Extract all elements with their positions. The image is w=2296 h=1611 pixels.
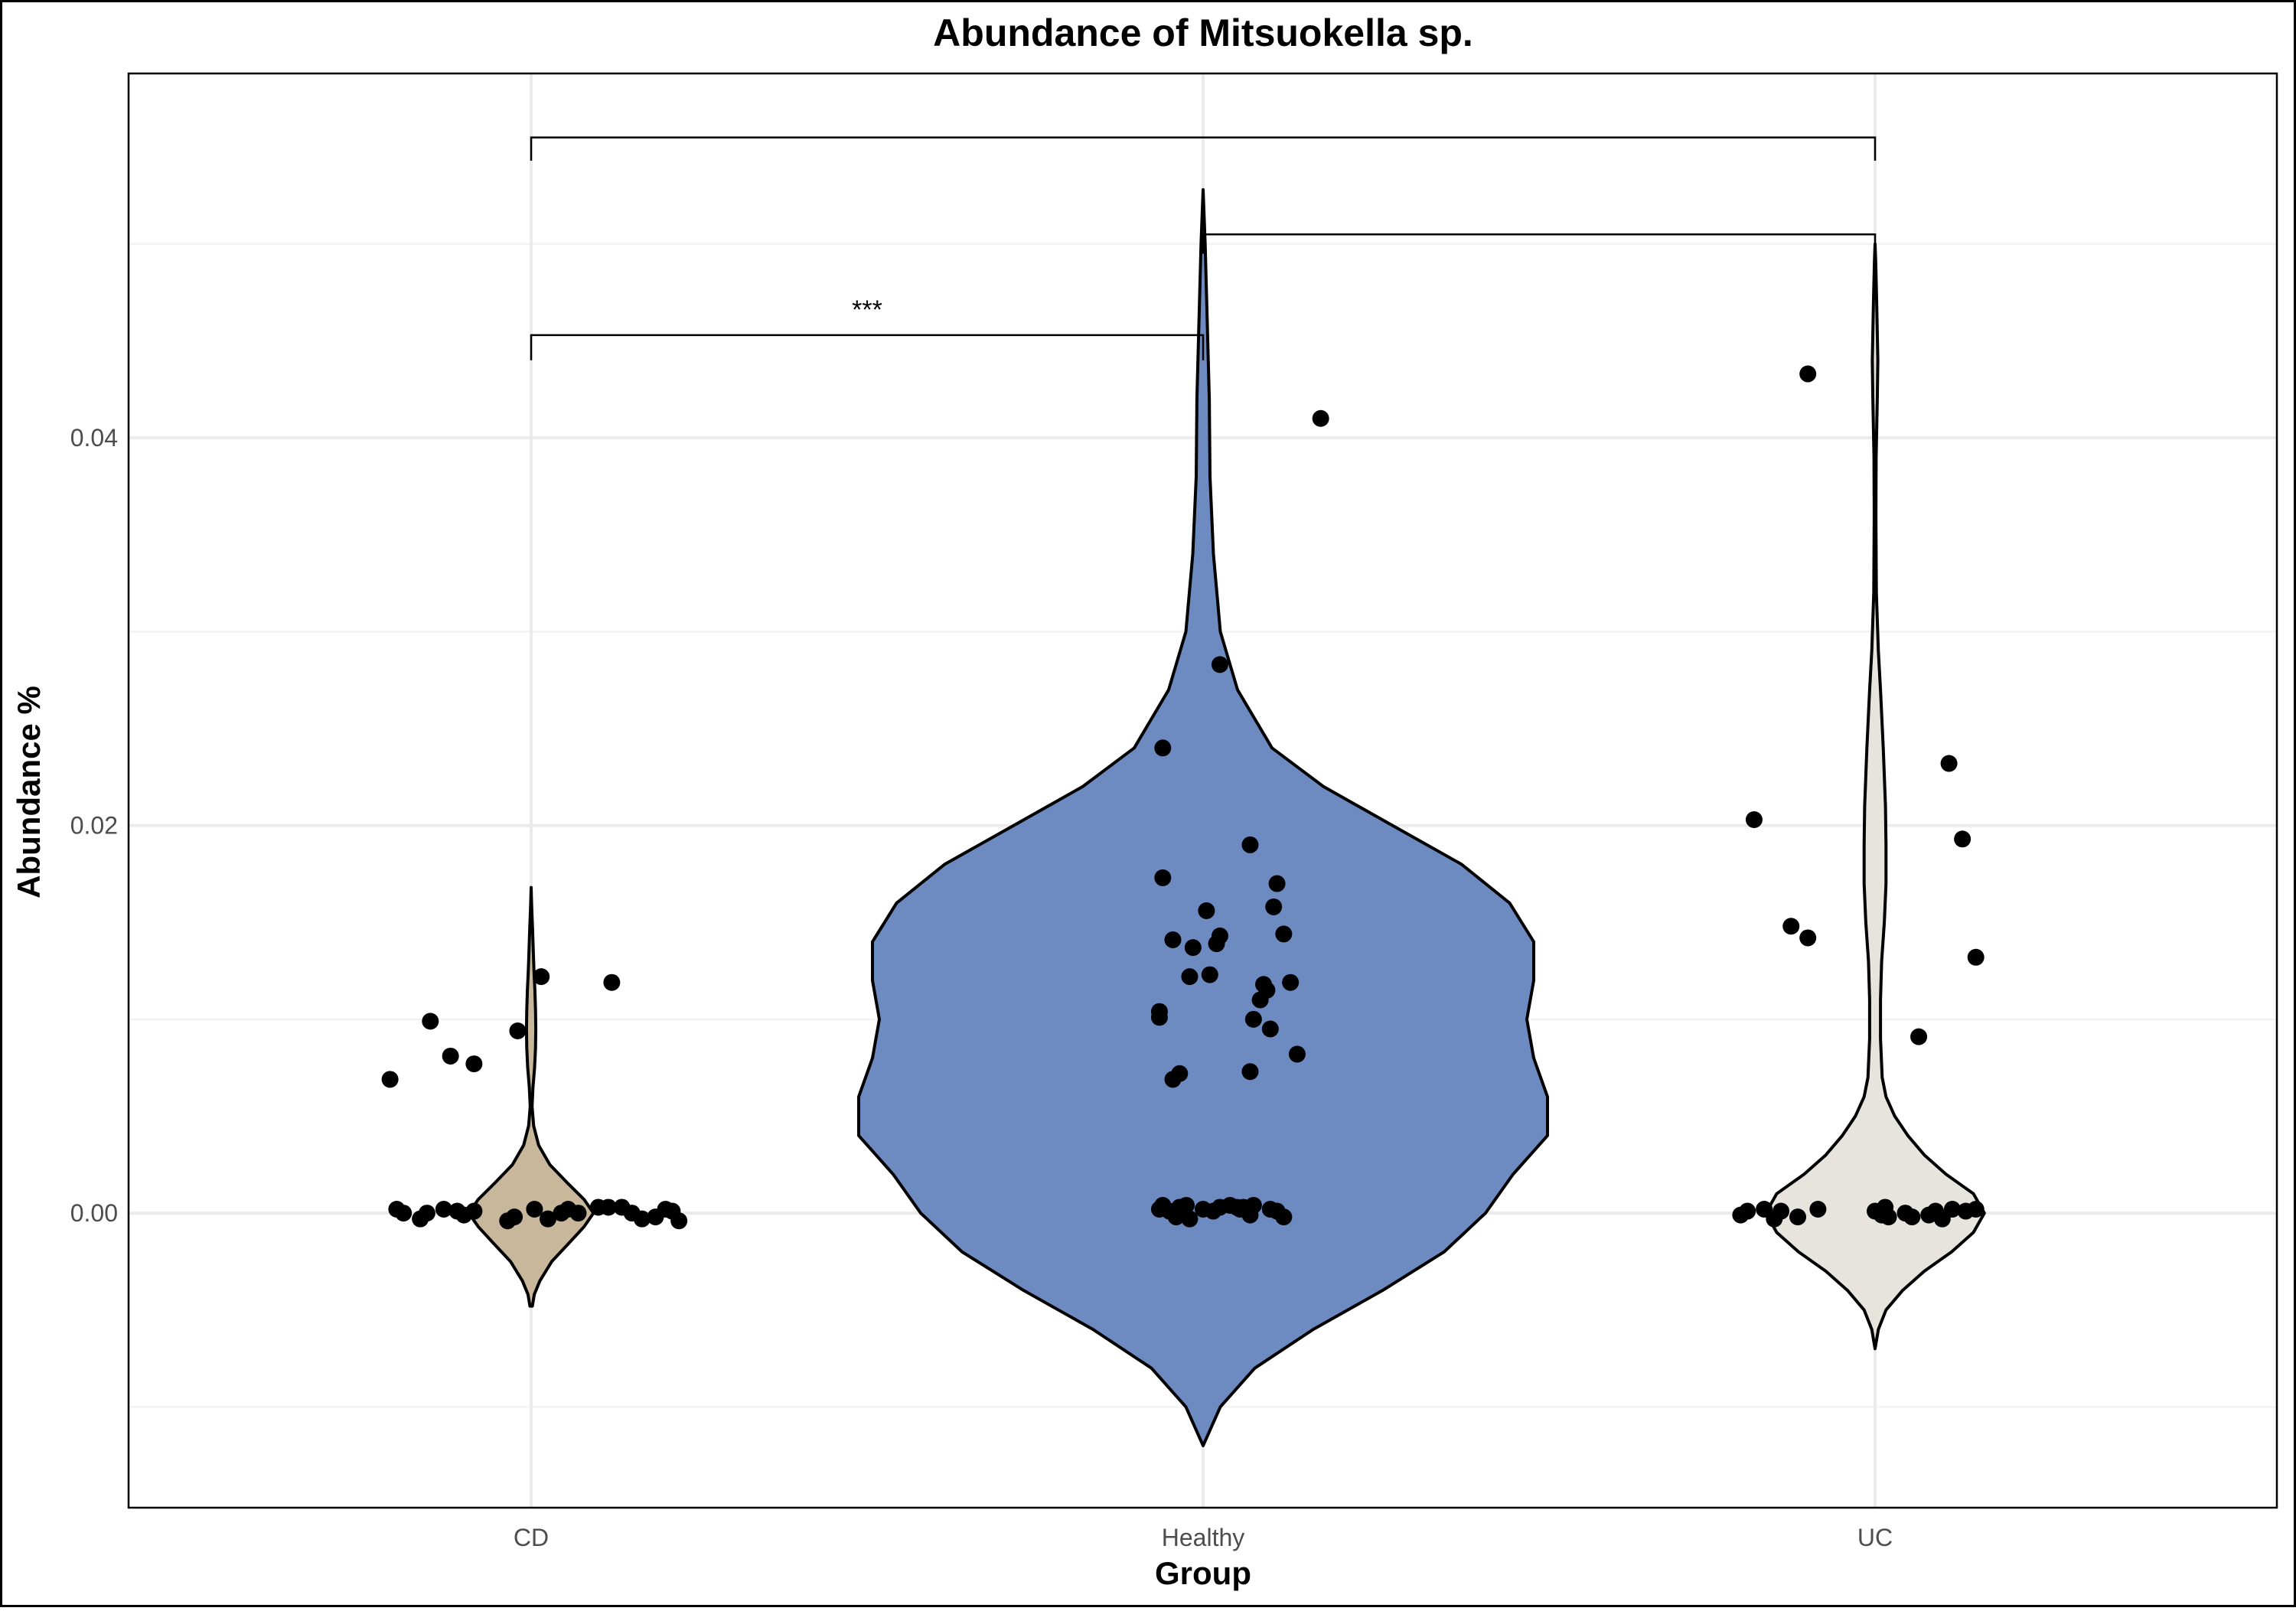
y-tick-label: 0.04: [70, 424, 118, 452]
data-point: [1261, 1020, 1279, 1038]
significance-bracket: [1202, 233, 1877, 254]
significance-bracket: [530, 136, 1877, 161]
data-point: [395, 1205, 413, 1222]
data-point: [1809, 1201, 1827, 1218]
data-point: [1164, 1071, 1182, 1088]
data-point: [418, 1205, 435, 1222]
x-tick-label: Healthy: [1162, 1524, 1245, 1551]
data-point: [1739, 1202, 1756, 1220]
data-point: [1178, 1196, 1195, 1214]
data-point: [670, 1212, 688, 1230]
data-point: [1275, 925, 1293, 943]
data-point: [1181, 968, 1199, 986]
data-point: [1184, 939, 1202, 957]
data-point: [1773, 1202, 1790, 1220]
data-point: [1782, 918, 1800, 935]
data-point: [442, 1047, 459, 1065]
violin-uc: [1764, 242, 1986, 1351]
data-point: [1799, 929, 1817, 947]
data-point: [526, 1201, 543, 1218]
data-point: [435, 1201, 452, 1218]
data-point: [1241, 1063, 1259, 1081]
x-tick-label: UC: [1857, 1524, 1893, 1551]
point-layer: [381, 365, 1985, 1230]
data-point: [599, 1198, 617, 1216]
x-axis-title: Group: [1155, 1555, 1251, 1591]
y-tick-label: 0.02: [70, 812, 118, 840]
data-point: [1258, 981, 1276, 999]
data-point: [569, 1205, 587, 1222]
data-point: [465, 1055, 483, 1073]
violin-healthy: [857, 188, 1549, 1447]
data-point: [633, 1210, 651, 1228]
data-point: [381, 1071, 399, 1088]
data-point: [1275, 1208, 1293, 1226]
data-point: [1954, 830, 1971, 848]
data-point: [1282, 973, 1300, 991]
data-point: [1154, 869, 1172, 886]
violin-cd: [467, 885, 595, 1308]
data-point: [1268, 875, 1286, 892]
data-point: [1799, 365, 1817, 383]
data-point: [509, 1022, 527, 1040]
data-point: [1211, 656, 1228, 673]
data-point: [1265, 898, 1283, 915]
significance-label: ***: [852, 295, 882, 324]
data-point: [1244, 1196, 1262, 1214]
data-point: [1903, 1208, 1921, 1226]
data-point: [465, 1202, 483, 1220]
data-point: [1150, 1009, 1168, 1026]
data-point: [1745, 810, 1763, 828]
data-point: [1208, 935, 1225, 953]
data-point: [1241, 836, 1259, 853]
tick-layer: 0.00 0.02 0.04 CD Healthy UC: [70, 424, 1893, 1551]
data-point: [506, 1208, 523, 1226]
chart-title: Abundance of Mitsuokella sp.: [933, 11, 1473, 54]
data-point: [1198, 902, 1215, 920]
data-point: [1201, 966, 1218, 983]
data-point: [422, 1013, 439, 1030]
data-point: [603, 973, 621, 991]
significance-bracket: [530, 334, 1205, 360]
data-point: [1244, 1010, 1262, 1028]
x-tick-label: CD: [514, 1524, 549, 1551]
data-point: [539, 1210, 556, 1228]
data-point: [1910, 1028, 1928, 1045]
data-point: [1181, 1210, 1199, 1228]
data-point: [1288, 1045, 1306, 1063]
data-point: [1312, 409, 1329, 427]
data-point: [1164, 931, 1182, 948]
data-point: [1943, 1201, 1961, 1218]
data-point: [1967, 1201, 1985, 1218]
data-point: [1940, 755, 1958, 772]
data-point: [1154, 739, 1172, 757]
data-point: [533, 968, 550, 986]
y-tick-label: 0.00: [70, 1199, 118, 1227]
data-point: [1880, 1208, 1897, 1226]
data-point: [1789, 1208, 1807, 1226]
panel-border: [127, 72, 2278, 1509]
bracket-layer: ***: [530, 136, 1877, 360]
violin-layer: [467, 188, 1986, 1447]
y-axis-title: Abundance %: [11, 686, 47, 898]
data-point: [1967, 948, 1985, 966]
